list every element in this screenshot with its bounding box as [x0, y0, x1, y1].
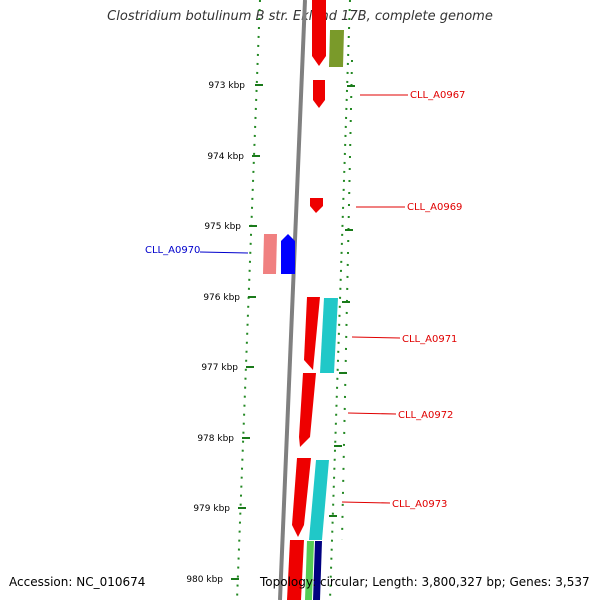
gene-arrow-red [312, 0, 326, 66]
gene-arrow-red [299, 373, 316, 447]
gene-arrow-blue [281, 234, 295, 274]
gene-label: CLL_A0969 [407, 202, 462, 213]
inner-dotted-ring [236, 0, 261, 600]
gene-block-cyan [309, 460, 329, 540]
gene-block-olive [329, 30, 344, 67]
gene-block-navy [313, 541, 322, 600]
gene-features [263, 0, 344, 600]
accession-text: Accession: NC_010674 [9, 575, 146, 589]
tick-label: 977 kbp [201, 363, 238, 373]
tick-label: 974 kbp [207, 152, 244, 162]
label-leader [199, 251, 249, 254]
gene-block-red [287, 540, 304, 600]
outer-dotted-ring [329, 0, 351, 600]
gene-label: CLL_A0973 [392, 499, 447, 510]
genome-backbone [278, 0, 307, 600]
gene-label: CLL_A0971 [402, 334, 457, 345]
scale-ticks [231, 84, 263, 580]
tick-label: 973 kbp [208, 81, 245, 91]
tick-label: 975 kbp [204, 222, 241, 232]
tick-label: 976 kbp [203, 293, 240, 303]
gene-label: CLL_A0967 [410, 90, 465, 101]
far-dotted-ring [341, 59, 353, 541]
label-leader [351, 336, 401, 339]
gene-arrow-red [313, 80, 325, 108]
map-title: Clostridium botulinum B str. Eklund 17B,… [107, 9, 493, 24]
gene-label: CLL_A0972 [398, 410, 453, 421]
tick-label: 978 kbp [197, 434, 234, 444]
gene-arrow-red [304, 297, 320, 370]
label-leader [347, 412, 397, 415]
gene-arrow-red [292, 458, 311, 537]
gene-block-cyan [320, 298, 338, 373]
gene-block-pink [263, 234, 277, 274]
outer-ticks [329, 85, 355, 517]
gene-block-green [305, 541, 314, 600]
tick-label: 979 kbp [193, 504, 230, 514]
tick-label: 980 kbp [186, 575, 223, 585]
label-leader [341, 501, 391, 504]
gene-label: CLL_A0970 [145, 245, 200, 256]
topology-text: Topology: circular; Length: 3,800,327 bp… [260, 575, 590, 589]
gene-arrow-red [310, 198, 323, 213]
